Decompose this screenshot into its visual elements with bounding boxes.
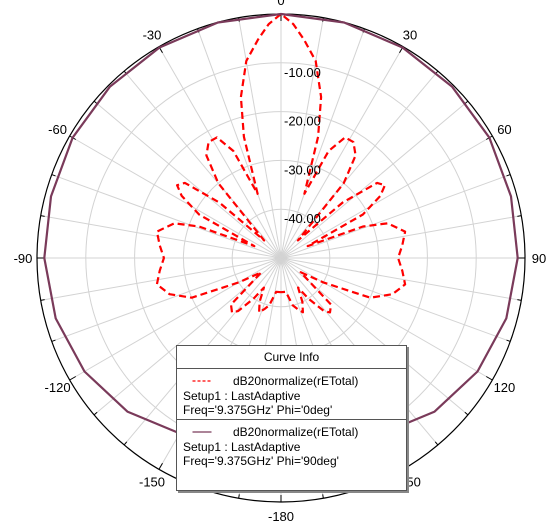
legend-entry-freq: Freq='9.375GHz' Phi='90deg' (183, 454, 339, 468)
angle-tick-label: -90 (14, 251, 33, 266)
grid-spoke (280, 46, 404, 259)
legend-entry-setup: Setup1 : LastAdaptive (183, 440, 301, 454)
angle-tick-label: 90 (532, 251, 546, 266)
tick-mark (464, 411, 469, 416)
grid-spoke (280, 100, 469, 259)
angle-tick-label: -120 (45, 380, 71, 395)
grid-spoke (51, 257, 282, 342)
tick-mark (51, 174, 56, 177)
grid-spoke (238, 17, 282, 259)
grid-spoke (280, 257, 511, 342)
radial-tick-label: -10.00 (284, 65, 321, 80)
grid-spoke (280, 17, 324, 259)
legend-swatch-solid (192, 431, 212, 433)
grid-spoke (197, 28, 282, 259)
tick-mark (51, 339, 56, 342)
tick-mark (517, 299, 522, 301)
grid-spoke (280, 215, 522, 259)
angle-tick-label: -30 (143, 28, 162, 43)
legend-entry[interactable]: dB20normalize(rETotal) Setup1 : LastAdap… (177, 419, 406, 470)
curve-info-legend[interactable]: Curve Info dB20normalize(rETotal) Setup1… (176, 345, 407, 491)
grid-spoke (280, 28, 365, 259)
grid-spoke (280, 135, 493, 259)
series-phi-0-curve (155, 12, 407, 314)
tick-mark (517, 215, 522, 217)
grid-spoke (40, 257, 282, 301)
tick-mark (485, 376, 493, 381)
series-curves (43, 12, 519, 440)
angle-tick-label: -150 (139, 474, 165, 489)
grid-circle (231, 208, 331, 308)
legend-entry-name: dB20normalize(rETotal) (233, 374, 359, 388)
radial-tick-label: -30.00 (284, 162, 321, 177)
radial-tick-label: -40.00 (284, 211, 321, 226)
polar-grid (36, 13, 526, 503)
radial-tick-label: -20.00 (284, 114, 321, 129)
legend-title: Curve Info (177, 346, 406, 369)
grid-spoke (51, 174, 282, 259)
angle-tick-label: -180 (268, 509, 294, 522)
tick-mark (93, 411, 98, 416)
grid-spoke (123, 70, 282, 259)
tick-mark (434, 441, 439, 446)
grid-spoke (69, 135, 282, 259)
tick-mark (40, 299, 45, 301)
legend-entry-name: dB20normalize(rETotal) (233, 425, 359, 439)
tick-mark (238, 494, 240, 499)
angle-tick-label: 30 (403, 28, 417, 43)
angle-tick-label: 60 (497, 122, 511, 137)
legend-entry-setup: Setup1 : LastAdaptive (183, 389, 301, 403)
tick-mark (506, 339, 511, 342)
tick-mark (123, 441, 128, 446)
radial-tick-labels: -10.00 -20.00 -30.00 -40.00 (284, 65, 321, 226)
angle-tick-label: 120 (494, 380, 516, 395)
angle-tick-label: -60 (48, 122, 67, 137)
grid-spoke (158, 46, 282, 259)
legend-entry[interactable]: dB20normalize(rETotal) Setup1 : LastAdap… (177, 369, 406, 419)
grid-spoke (280, 174, 511, 259)
tick-mark (506, 174, 511, 177)
tick-mark (322, 494, 324, 499)
tick-mark (158, 462, 163, 470)
legend-entry-freq: Freq='9.375GHz' Phi='0deg' (183, 403, 333, 417)
angle-tick-label: 0 (277, 0, 284, 8)
tick-mark (69, 376, 77, 381)
grid-spoke (280, 70, 439, 259)
legend-swatch-dashed (192, 380, 212, 382)
grid-spoke (93, 100, 282, 259)
grid-spoke (280, 257, 522, 301)
tick-mark (40, 215, 45, 217)
grid-spoke (40, 215, 282, 259)
series-phi-90-curve (43, 12, 519, 440)
